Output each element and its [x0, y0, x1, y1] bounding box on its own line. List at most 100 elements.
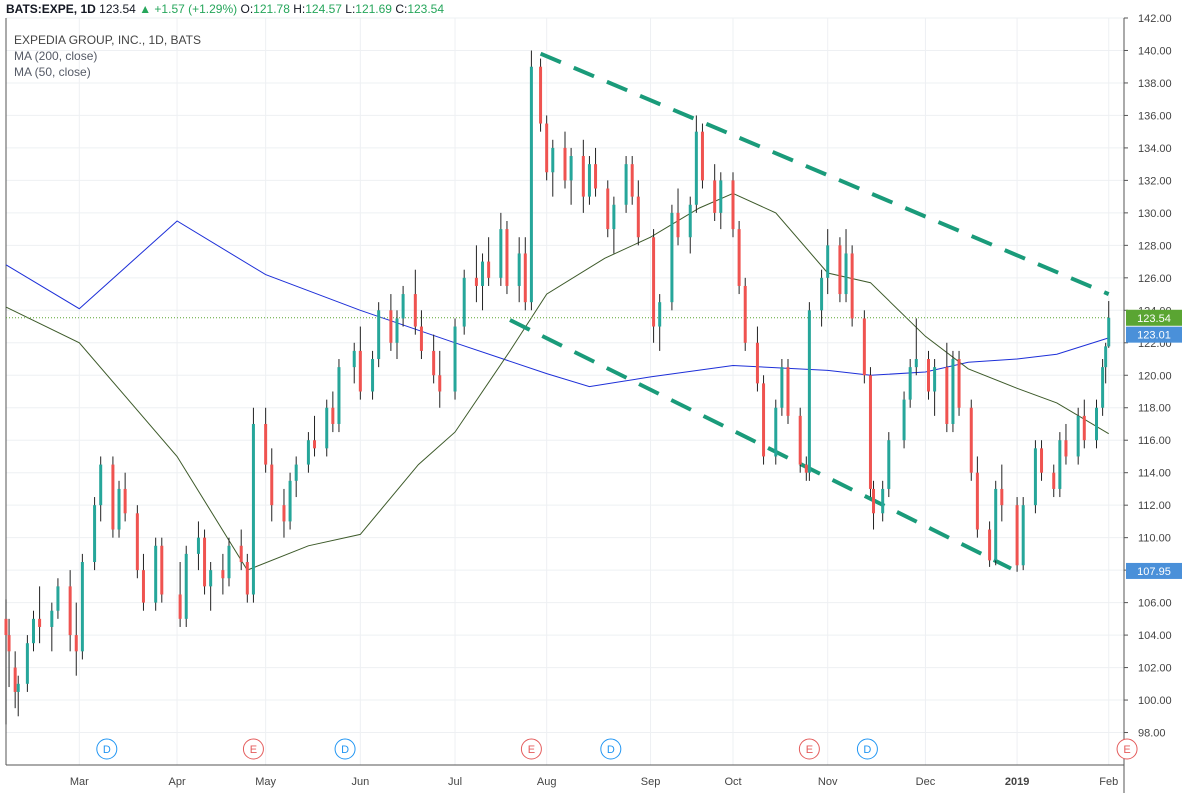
candle-body	[563, 147, 567, 181]
candle	[743, 277, 747, 351]
candle	[160, 537, 164, 603]
y-tick-label: 106.00	[1138, 598, 1172, 610]
candle	[74, 602, 78, 676]
candle-body	[881, 488, 885, 514]
candle-body	[74, 635, 78, 652]
candle	[676, 188, 680, 246]
candle-body	[251, 423, 255, 595]
candle-body	[581, 156, 585, 197]
candle-body	[371, 359, 375, 392]
candle-body	[517, 253, 521, 286]
candle-body	[804, 464, 808, 473]
y-tick-label: 142.00	[1138, 13, 1172, 25]
candle-body	[135, 513, 139, 571]
candle-body	[462, 277, 466, 327]
symbol-header: BATS:EXPE, 1D 123.54 ▲ +1.57 (+1.29%) O:…	[6, 2, 444, 16]
candle	[652, 229, 656, 343]
candle-body	[1040, 448, 1044, 473]
candle	[551, 139, 555, 197]
x-tick-label: Oct	[724, 776, 741, 788]
y-tick-label: 102.00	[1138, 663, 1172, 675]
candle-body	[1095, 407, 1099, 441]
y-tick-label: 134.00	[1138, 143, 1172, 155]
candle	[951, 350, 955, 433]
candle	[594, 147, 598, 197]
candle-body	[774, 407, 778, 457]
candle	[1040, 440, 1044, 481]
candle	[587, 156, 591, 205]
candle-body	[499, 229, 503, 278]
candle-body	[117, 488, 121, 530]
legend-ma200[interactable]: MA (200, close)	[14, 49, 98, 63]
candle-body	[927, 359, 931, 392]
candle	[227, 537, 231, 587]
candle-body	[688, 204, 692, 238]
x-tick-label: Feb	[1099, 776, 1118, 788]
candle-body	[16, 683, 20, 692]
candle	[481, 253, 485, 311]
event-label: D	[863, 744, 871, 756]
candle-body	[474, 277, 478, 286]
price-badge-text: 107.95	[1137, 566, 1171, 578]
legend-ma50[interactable]: MA (50, close)	[14, 65, 91, 79]
candle-body	[337, 367, 341, 424]
event-circle	[520, 738, 542, 760]
candle-body	[786, 367, 790, 416]
x-tick-label: May	[255, 776, 276, 788]
candle	[203, 529, 207, 595]
candle	[371, 350, 375, 400]
candle	[862, 310, 866, 384]
candle-body	[221, 570, 225, 579]
candle	[850, 245, 854, 327]
candle	[251, 407, 255, 603]
candle	[99, 456, 103, 522]
low-label: L:	[345, 2, 356, 16]
upper-trend-line	[539, 51, 1110, 296]
candle-body	[111, 464, 115, 530]
candle-body	[1107, 317, 1111, 347]
candle	[933, 359, 937, 416]
candle	[178, 562, 182, 627]
candle	[111, 456, 115, 538]
candle	[786, 359, 790, 424]
candle	[1107, 301, 1111, 348]
y-tick-label: 120.00	[1138, 370, 1172, 382]
candle-body	[239, 545, 243, 563]
candle-body	[887, 440, 891, 489]
candle-body	[850, 253, 854, 319]
candle	[945, 342, 949, 433]
candle-body	[594, 164, 598, 189]
price-badge-text: 123.54	[1137, 313, 1171, 325]
earnings-marker: E	[1116, 738, 1138, 760]
low-value: 121.69	[355, 2, 392, 16]
dividend-marker: D	[334, 738, 356, 760]
candle	[196, 521, 200, 571]
candle-body	[945, 367, 949, 424]
candle-body	[719, 180, 723, 213]
candle-body	[38, 618, 42, 627]
candle	[1021, 497, 1025, 571]
candle-body	[505, 229, 509, 286]
candle	[517, 237, 521, 303]
candle-body	[652, 237, 656, 327]
candle	[539, 58, 543, 132]
candle-body	[529, 66, 533, 303]
candle-body	[80, 562, 84, 652]
candle	[419, 310, 423, 360]
candle-body	[313, 440, 317, 449]
price-change: +1.57 (+1.29%)	[154, 2, 238, 16]
candle	[1064, 423, 1068, 465]
y-tick-label: 128.00	[1138, 240, 1172, 252]
candle	[994, 480, 998, 566]
candle	[1015, 497, 1019, 572]
candle	[25, 635, 29, 692]
candle-body	[93, 505, 97, 563]
close-value: 123.54	[407, 2, 445, 16]
y-tick-label: 116.00	[1138, 435, 1171, 447]
candle	[505, 220, 509, 295]
candle-body	[264, 423, 268, 465]
candle-body	[1101, 367, 1105, 408]
candle-body	[377, 310, 381, 360]
candle-body	[624, 164, 628, 205]
